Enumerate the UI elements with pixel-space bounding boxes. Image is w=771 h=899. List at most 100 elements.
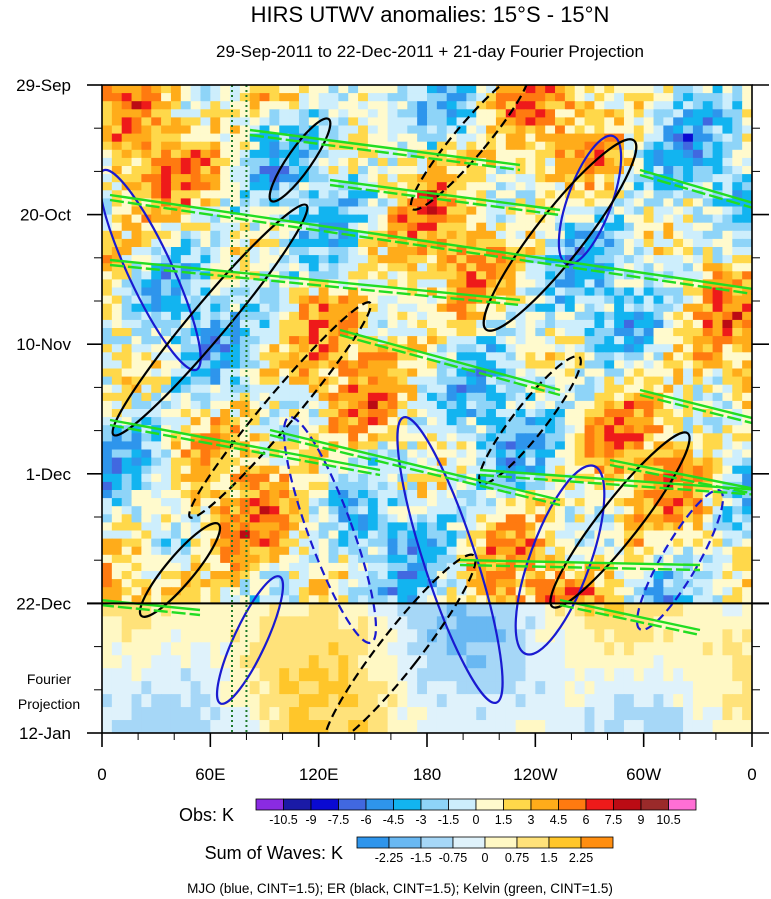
field-cell xyxy=(200,157,211,167)
field-cell xyxy=(574,417,586,426)
field-cell xyxy=(111,336,123,345)
projection-cell xyxy=(210,681,221,695)
field-cell xyxy=(584,141,596,151)
field-cell xyxy=(200,85,211,94)
field-cell xyxy=(141,271,152,280)
projection-cell xyxy=(692,668,704,682)
projection-cell xyxy=(427,655,438,669)
field-cell xyxy=(692,506,704,515)
field-cell xyxy=(269,238,280,248)
field-cell xyxy=(633,579,645,588)
field-cell xyxy=(249,417,261,426)
field-cell xyxy=(338,409,349,418)
field-cell xyxy=(151,85,162,94)
field-cell xyxy=(673,247,684,256)
field-cell xyxy=(683,595,694,604)
field-cell xyxy=(712,595,724,604)
field-cell xyxy=(564,328,576,337)
field-cell xyxy=(358,174,369,183)
projection-cell xyxy=(722,655,733,669)
field-cell xyxy=(535,425,546,434)
field-cell xyxy=(259,360,271,370)
field-cell xyxy=(210,295,221,305)
field-cell xyxy=(308,481,320,491)
field-cell xyxy=(604,133,615,143)
field-cell xyxy=(584,336,596,345)
field-cell xyxy=(643,433,655,442)
field-cell xyxy=(535,571,546,580)
field-cell xyxy=(367,303,379,313)
field-cell xyxy=(387,514,399,523)
field-cell xyxy=(564,271,576,280)
field-cell xyxy=(230,409,241,418)
field-cell xyxy=(230,149,241,159)
field-cell xyxy=(161,449,172,459)
field-cell xyxy=(623,384,635,394)
field-cell xyxy=(476,546,487,556)
field-cell xyxy=(358,287,369,297)
field-cell xyxy=(308,546,320,556)
field-cell xyxy=(722,182,733,191)
field-cell xyxy=(318,465,330,475)
field-cell xyxy=(486,279,497,289)
field-cell xyxy=(594,538,605,548)
field-cell xyxy=(417,449,428,459)
field-cell xyxy=(170,344,182,353)
field-cell xyxy=(574,125,586,135)
field-cell xyxy=(584,425,596,434)
field-cell xyxy=(495,360,507,370)
field-cell xyxy=(614,149,625,159)
field-cell xyxy=(555,465,566,475)
field-cell xyxy=(269,498,280,507)
field-cell xyxy=(545,328,556,337)
field-cell xyxy=(673,109,684,118)
projection-cell xyxy=(141,720,152,733)
field-cell xyxy=(663,571,674,580)
projection-cell xyxy=(555,707,566,721)
field-cell xyxy=(387,522,399,532)
field-cell xyxy=(180,554,192,564)
projection-cell xyxy=(377,681,389,695)
field-cell xyxy=(722,101,733,110)
projection-cell xyxy=(170,642,182,656)
field-cell xyxy=(633,571,645,580)
field-cell xyxy=(269,190,280,199)
field-cell xyxy=(633,457,645,467)
field-cell xyxy=(555,279,566,289)
kelvin-contour xyxy=(639,388,752,420)
projection-cell xyxy=(545,655,556,669)
field-cell xyxy=(161,490,172,499)
projection-cell xyxy=(377,629,389,643)
field-cell xyxy=(436,336,448,345)
field-cell xyxy=(279,311,290,321)
field-cell xyxy=(476,457,487,467)
field-cell xyxy=(545,222,556,232)
field-cell xyxy=(476,157,487,167)
field-cell xyxy=(170,514,182,523)
field-cell xyxy=(653,214,664,224)
field-cell xyxy=(633,93,645,102)
field-cell xyxy=(358,206,369,216)
field-cell xyxy=(436,263,448,272)
projection-cell xyxy=(121,603,133,617)
field-cell xyxy=(338,473,349,483)
field-cell xyxy=(387,546,399,556)
field-cell xyxy=(358,538,369,548)
field-cell xyxy=(683,238,694,248)
field-cell xyxy=(683,579,694,588)
field-cell xyxy=(525,417,536,426)
field-cell xyxy=(505,101,517,110)
field-cell xyxy=(584,368,596,378)
projection-cell xyxy=(289,655,300,669)
field-cell xyxy=(545,433,556,442)
field-cell xyxy=(643,490,655,499)
field-cell xyxy=(456,141,467,151)
field-cell xyxy=(328,360,339,370)
field-cell xyxy=(318,182,330,191)
field-cell xyxy=(200,352,211,361)
projection-cell xyxy=(604,642,615,656)
projection-cell xyxy=(298,616,310,630)
field-cell xyxy=(505,311,517,321)
field-cell xyxy=(702,595,714,604)
